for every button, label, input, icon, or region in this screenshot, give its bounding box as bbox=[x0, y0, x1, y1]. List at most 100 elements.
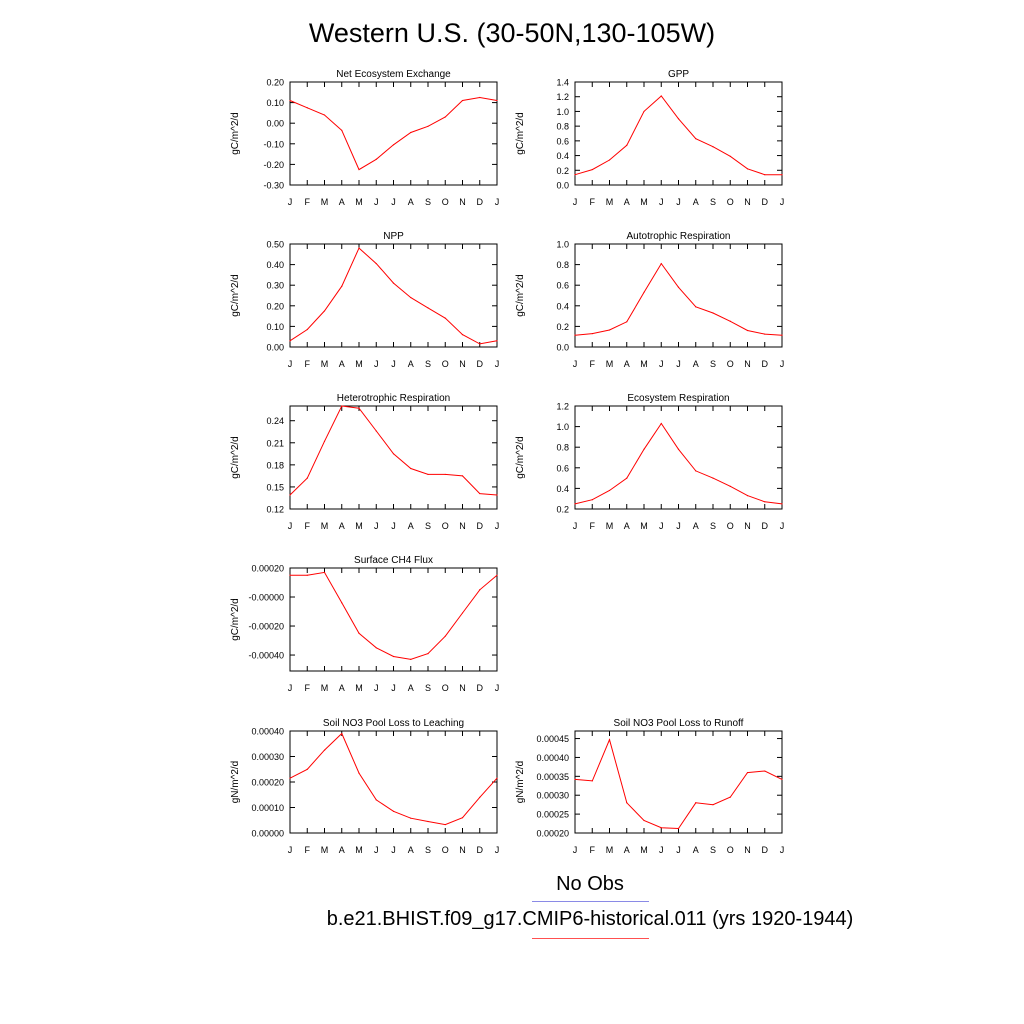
x-tick-label: M bbox=[355, 845, 363, 855]
data-point bbox=[341, 285, 343, 287]
x-tick-label: A bbox=[408, 683, 414, 693]
data-point bbox=[781, 503, 783, 505]
y-tick-label: 0.10 bbox=[266, 322, 284, 332]
x-tick-label: M bbox=[321, 359, 329, 369]
data-point bbox=[677, 827, 680, 830]
data-point bbox=[427, 307, 429, 309]
plot-frame bbox=[574, 405, 783, 510]
chart-title: Autotrophic Respiration bbox=[627, 231, 731, 242]
data-point bbox=[764, 333, 766, 335]
data-point bbox=[746, 329, 749, 332]
x-tick-label: S bbox=[425, 359, 431, 369]
data-point bbox=[643, 448, 645, 450]
y-tick-label: 1.4 bbox=[556, 78, 569, 88]
y-tick-label: 0.00040 bbox=[251, 727, 284, 737]
y-tick-label: 0.8 bbox=[556, 443, 569, 453]
y-tick-label: 1.0 bbox=[556, 422, 569, 432]
x-tick-label: F bbox=[590, 197, 596, 207]
x-tick-label: J bbox=[573, 845, 578, 855]
y-tick-label: 0.21 bbox=[266, 438, 284, 448]
data-point bbox=[764, 501, 766, 503]
page-title: Western U.S. (30-50N,130-105W) bbox=[308, 18, 716, 48]
data-point bbox=[358, 168, 360, 171]
data-point bbox=[574, 174, 576, 176]
y-tick-label: 0.00020 bbox=[251, 564, 284, 574]
data-point bbox=[444, 473, 446, 476]
data-point bbox=[375, 158, 377, 160]
y-axis-label: gC/m^2/d bbox=[230, 112, 241, 155]
data-point bbox=[375, 799, 377, 801]
x-tick-label: A bbox=[339, 521, 345, 531]
y-tick-label: 0.0 bbox=[556, 181, 569, 191]
x-tick-label: M bbox=[640, 845, 648, 855]
data-point bbox=[695, 802, 697, 804]
x-tick-label: M bbox=[321, 683, 329, 693]
x-tick-label: J bbox=[659, 845, 664, 855]
data-point bbox=[643, 110, 645, 113]
data-point bbox=[479, 96, 481, 99]
data-point bbox=[712, 312, 714, 314]
data-point bbox=[729, 485, 731, 487]
data-point bbox=[746, 495, 749, 497]
y-tick-label: 0.00020 bbox=[536, 829, 569, 839]
series-line bbox=[290, 571, 498, 660]
x-tick-label: M bbox=[355, 197, 363, 207]
data-point bbox=[496, 340, 498, 342]
x-tick-label: J bbox=[780, 845, 785, 855]
data-point bbox=[591, 499, 593, 501]
x-tick-label: J bbox=[391, 359, 396, 369]
y-tick-label: 0.00035 bbox=[536, 772, 569, 782]
x-tick-label: N bbox=[744, 521, 751, 531]
data-point bbox=[496, 574, 498, 576]
y-tick-label: 0.20 bbox=[266, 301, 284, 311]
y-tick-label: 1.0 bbox=[556, 107, 569, 117]
x-tick-label: D bbox=[477, 359, 484, 369]
data-point bbox=[461, 817, 464, 819]
y-tick-label: 0.8 bbox=[556, 122, 569, 132]
x-tick-label: J bbox=[659, 521, 664, 531]
data-point bbox=[695, 306, 697, 308]
data-point bbox=[341, 732, 343, 735]
x-tick-label: A bbox=[339, 197, 345, 207]
data-point bbox=[341, 405, 343, 407]
data-point bbox=[358, 247, 360, 249]
data-point bbox=[479, 796, 481, 798]
data-point bbox=[574, 778, 576, 780]
data-point bbox=[677, 118, 680, 120]
y-tick-label: 0.30 bbox=[266, 281, 284, 291]
data-point bbox=[461, 99, 464, 102]
data-point bbox=[574, 334, 576, 336]
x-tick-label: F bbox=[305, 197, 311, 207]
y-tick-label: -0.00040 bbox=[248, 651, 284, 661]
y-tick-label: 0.4 bbox=[556, 151, 569, 161]
data-point bbox=[444, 823, 446, 826]
data-point bbox=[410, 467, 412, 470]
x-tick-label: A bbox=[408, 845, 414, 855]
x-tick-label: O bbox=[727, 521, 734, 531]
y-axis-label: gC/m^2/d bbox=[515, 274, 526, 317]
y-tick-label: 0.20 bbox=[266, 78, 284, 88]
data-point bbox=[660, 95, 662, 97]
x-tick-label: F bbox=[305, 683, 311, 693]
x-tick-label: F bbox=[305, 845, 311, 855]
y-axis-label: gC/m^2/d bbox=[230, 436, 241, 479]
data-point bbox=[496, 777, 498, 779]
x-tick-label: M bbox=[355, 521, 363, 531]
series-line bbox=[289, 405, 498, 496]
data-point bbox=[392, 453, 395, 455]
y-tick-label: -0.30 bbox=[263, 181, 284, 191]
y-tick-label: -0.10 bbox=[263, 139, 284, 149]
series-line bbox=[289, 96, 498, 171]
x-tick-label: A bbox=[339, 845, 345, 855]
x-tick-label: O bbox=[442, 197, 449, 207]
y-axis-label: gC/m^2/d bbox=[230, 598, 241, 641]
data-point bbox=[677, 448, 680, 450]
data-point bbox=[660, 827, 662, 829]
x-tick-label: A bbox=[624, 521, 630, 531]
legend-line-no-obs bbox=[532, 901, 649, 902]
x-tick-label: F bbox=[305, 359, 311, 369]
data-point bbox=[626, 321, 628, 323]
x-tick-label: F bbox=[305, 521, 311, 531]
